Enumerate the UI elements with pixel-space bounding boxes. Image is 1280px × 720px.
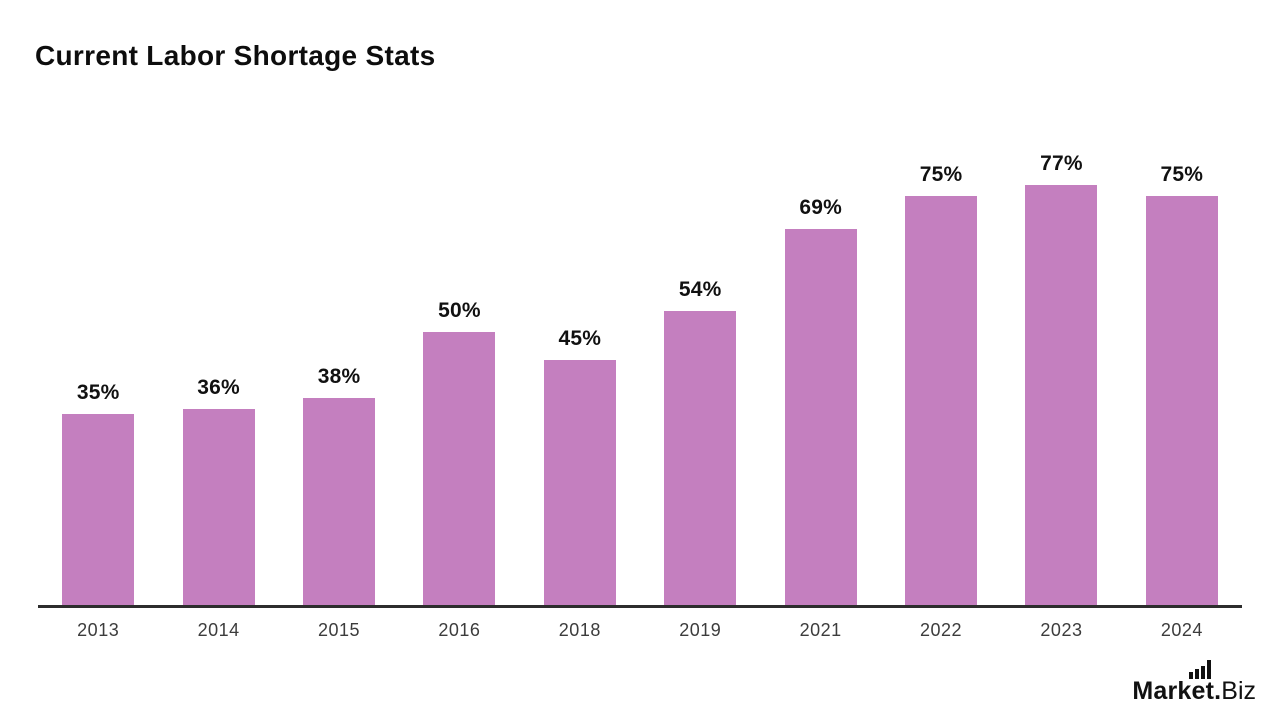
brand-name-primary: Market.	[1132, 677, 1222, 705]
bar	[1145, 196, 1218, 605]
bar-group: 54%	[640, 140, 760, 605]
bar-group: 36%	[158, 140, 278, 605]
x-axis-tick-label: 2023	[1040, 620, 1083, 640]
bar-value-label: 69%	[799, 196, 842, 219]
bar-value-label: 75%	[1160, 163, 1204, 186]
bar-value-label: 77%	[1040, 152, 1083, 175]
bar-value-label: 36%	[197, 376, 240, 399]
x-axis-labels: 2013 2014 2015 2016 2018 2019 2021 2022 2023 2024	[38, 620, 1242, 641]
bar-value-label: 38%	[317, 365, 361, 388]
bar-chart: 35% 36% 38% 50% 45% 54% 69% 75% 77% 75% 2013 2014 2…	[38, 140, 1242, 650]
bar-chart-icon	[1189, 660, 1212, 679]
x-axis-tick-label: 2019	[679, 620, 722, 640]
x-axis-tick-label: 2021	[799, 620, 842, 640]
bar-group: 75%	[1122, 140, 1242, 605]
x-axis-tick-label: 2016	[438, 620, 481, 640]
bars-area: 35% 36% 38% 50% 45% 54% 69% 75% 77% 75%	[38, 140, 1242, 605]
bar-group: 77%	[1001, 140, 1121, 605]
brand-logo: Market.Biz	[1132, 660, 1256, 706]
bar-group: 69%	[760, 140, 880, 605]
bar-value-label: 50%	[438, 299, 481, 322]
bar	[1025, 185, 1098, 605]
bar-group: 45%	[520, 140, 640, 605]
bar-group: 50%	[399, 140, 519, 605]
bar	[423, 332, 496, 605]
x-axis-tick-label: 2018	[558, 620, 601, 640]
bar-value-label: 45%	[558, 327, 602, 350]
brand-name: Market.Biz	[1132, 677, 1256, 706]
bar-value-label: 54%	[678, 278, 722, 301]
bar-value-label: 35%	[76, 381, 120, 404]
bar-value-label: 75%	[919, 163, 963, 186]
bar-group: 35%	[38, 140, 158, 605]
bar	[303, 398, 376, 605]
x-axis-tick-label: 2015	[317, 620, 361, 640]
x-axis-tick-label: 2024	[1160, 620, 1203, 640]
bar	[543, 360, 616, 605]
x-axis-line	[38, 605, 1242, 608]
chart-title: Current Labor Shortage Stats	[35, 40, 436, 71]
brand-name-secondary: Biz	[1221, 677, 1256, 705]
bar	[784, 229, 857, 605]
bar	[664, 311, 737, 605]
x-axis-tick-label: 2013	[77, 620, 120, 640]
bar-group: 38%	[279, 140, 399, 605]
bar	[182, 409, 255, 605]
x-axis-tick-label: 2014	[197, 620, 240, 640]
bar-group: 75%	[881, 140, 1001, 605]
bar	[62, 414, 135, 605]
bar	[905, 196, 978, 605]
x-axis-tick-label: 2022	[920, 620, 963, 640]
